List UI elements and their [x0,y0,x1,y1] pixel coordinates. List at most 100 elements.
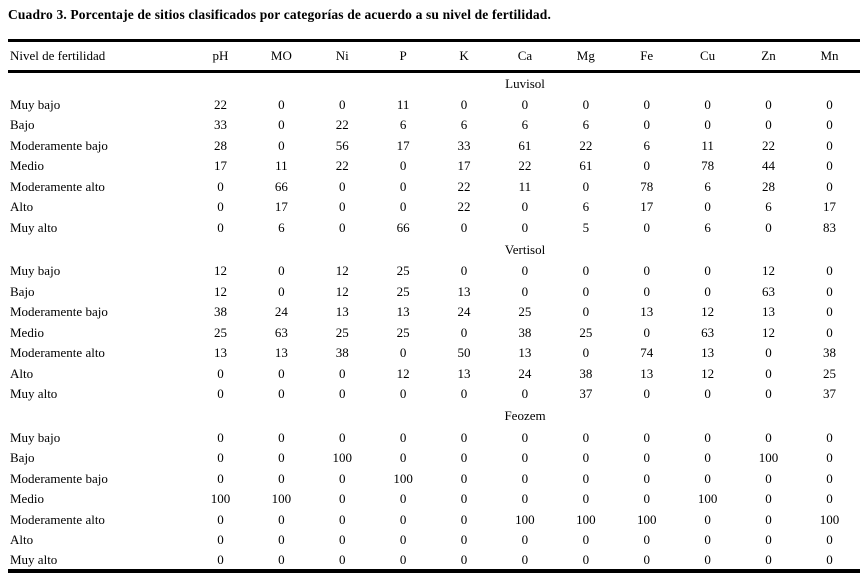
value-cell: 0 [278,283,285,299]
value-cell: 0 [217,450,224,466]
value-cell: 12 [761,263,775,279]
table-row: Muy bajo 0 0 0 0 0 0 0 0 0 0 0 [8,428,860,449]
value-cell: 13 [457,365,471,381]
row-label: Moderamente bajo [10,137,108,153]
value-cell: 0 [278,117,285,133]
value-cell: 22 [761,137,775,153]
value-cell: 6 [521,117,529,133]
column-header: pH [212,48,229,63]
value-cell: 12 [213,283,227,299]
value-cell: 0 [643,470,650,486]
value-cell: 0 [704,199,711,215]
row-label: Alto [10,199,34,215]
value-cell: 0 [399,450,407,466]
value-cell: 0 [582,304,590,320]
value-cell: 28 [213,137,227,153]
value-cell: 37 [579,386,593,402]
value-cell: 0 [339,199,346,215]
value-cell: 0 [339,96,346,112]
row-label: Moderamente bajo [10,470,108,486]
value-cell: 0 [704,283,711,299]
value-cell: 100 [515,511,535,527]
value-cell: 0 [704,450,711,466]
header-row: Nivel de fertilidad pH MO Ni P K Ca Mg Fe Cu Zn Mn [8,41,860,72]
value-cell: 0 [521,96,529,112]
value-cell: 0 [826,117,833,133]
value-cell: 33 [213,117,227,133]
value-cell: 0 [339,491,346,507]
value-cell: 0 [643,532,650,548]
row-label: Alto [10,365,34,381]
value-cell: 0 [339,511,346,527]
row-label: Muy bajo [10,429,61,445]
value-cell: 78 [701,158,715,174]
value-cell: 44 [761,158,775,174]
value-cell: 0 [826,283,833,299]
section-header: Luvisol [505,75,545,91]
table-row: Medio 17 11 22 0 17 22 61 0 78 44 0 [8,156,860,177]
value-cell: 0 [643,551,650,567]
section-header: Feozem [504,408,546,423]
value-cell: 0 [704,117,711,133]
value-cell: 63 [701,324,715,340]
value-cell: 17 [457,158,471,174]
row-label: Moderamente alto [10,345,105,361]
value-cell: 6 [278,219,285,235]
value-cell: 0 [278,386,285,402]
value-cell: 0 [643,450,650,466]
value-cell: 0 [704,470,711,486]
value-cell: 0 [460,324,468,340]
value-cell: 0 [460,263,468,279]
value-cell: 100 [636,511,657,527]
value-cell: 0 [826,137,833,153]
value-cell: 0 [826,532,833,548]
table-row: Moderamente bajo 38 24 13 13 24 25 0 13 12 13 0 [8,302,860,323]
value-cell: 78 [640,178,654,194]
value-cell: 0 [399,491,407,507]
table-header: Nivel de fertilidad pH MO Ni P K Ca Mg Fe Cu Zn Mn [8,41,860,72]
value-cell: 0 [460,429,468,445]
value-cell: 0 [643,429,650,445]
value-cell: 0 [339,429,346,445]
table-body: Luvisol Muy bajo 22 0 0 11 0 0 0 0 0 0 0 Bajo 33 0 22 6 6 6… [8,72,860,572]
value-cell: 0 [278,450,285,466]
value-cell: 0 [278,551,285,567]
table-row: Medio 25 63 25 25 0 38 25 0 63 12 0 [8,323,860,344]
value-cell: 0 [399,532,407,548]
value-cell: 0 [399,345,407,361]
table-row: Alto 0 17 0 0 22 0 6 17 0 6 17 [8,197,860,218]
value-cell: 12 [701,365,715,381]
value-cell: 0 [217,199,224,215]
value-cell: 6 [582,117,590,133]
value-cell: 0 [826,551,833,567]
value-cell: 0 [765,511,772,527]
value-cell: 0 [582,470,590,486]
value-cell: 0 [765,470,772,486]
value-cell: 0 [399,429,407,445]
value-cell: 0 [704,263,711,279]
value-cell: 0 [521,386,529,402]
value-cell: 0 [460,511,468,527]
column-header: Mn [820,48,839,63]
value-cell: 6 [643,137,650,153]
value-cell: 25 [396,324,410,340]
value-cell: 13 [518,345,532,361]
value-cell: 0 [521,283,529,299]
table-row: Bajo 0 0 100 0 0 0 0 0 0 100 0 [8,448,860,469]
row-label: Muy bajo [10,96,61,112]
value-cell: 100 [576,511,596,527]
value-cell: 24 [274,304,288,320]
value-cell: 0 [582,345,590,361]
table-row: Alto 0 0 0 0 0 0 0 0 0 0 0 [8,530,860,551]
value-cell: 12 [761,324,775,340]
value-cell: 0 [765,386,772,402]
table-row: Alto 0 0 0 12 13 24 38 13 12 0 25 [8,364,860,385]
value-cell: 11 [701,137,714,153]
value-cell: 0 [765,96,772,112]
value-cell: 33 [457,137,471,153]
value-cell: 0 [582,283,590,299]
value-cell: 0 [217,386,224,402]
value-cell: 0 [399,199,407,215]
column-header: Mg [576,48,595,63]
value-cell: 0 [582,532,590,548]
